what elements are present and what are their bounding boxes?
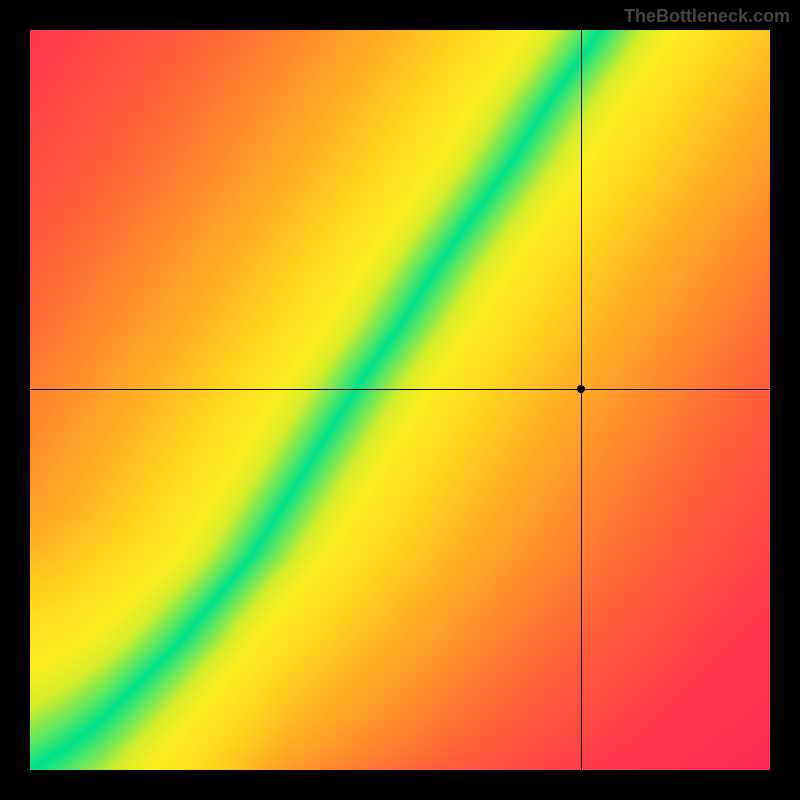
crosshair-horizontal bbox=[30, 389, 770, 390]
crosshair-vertical bbox=[581, 30, 582, 770]
marker-dot bbox=[577, 385, 585, 393]
heatmap-canvas bbox=[30, 30, 770, 770]
watermark-text: TheBottleneck.com bbox=[624, 6, 790, 27]
heatmap-chart bbox=[30, 30, 770, 770]
